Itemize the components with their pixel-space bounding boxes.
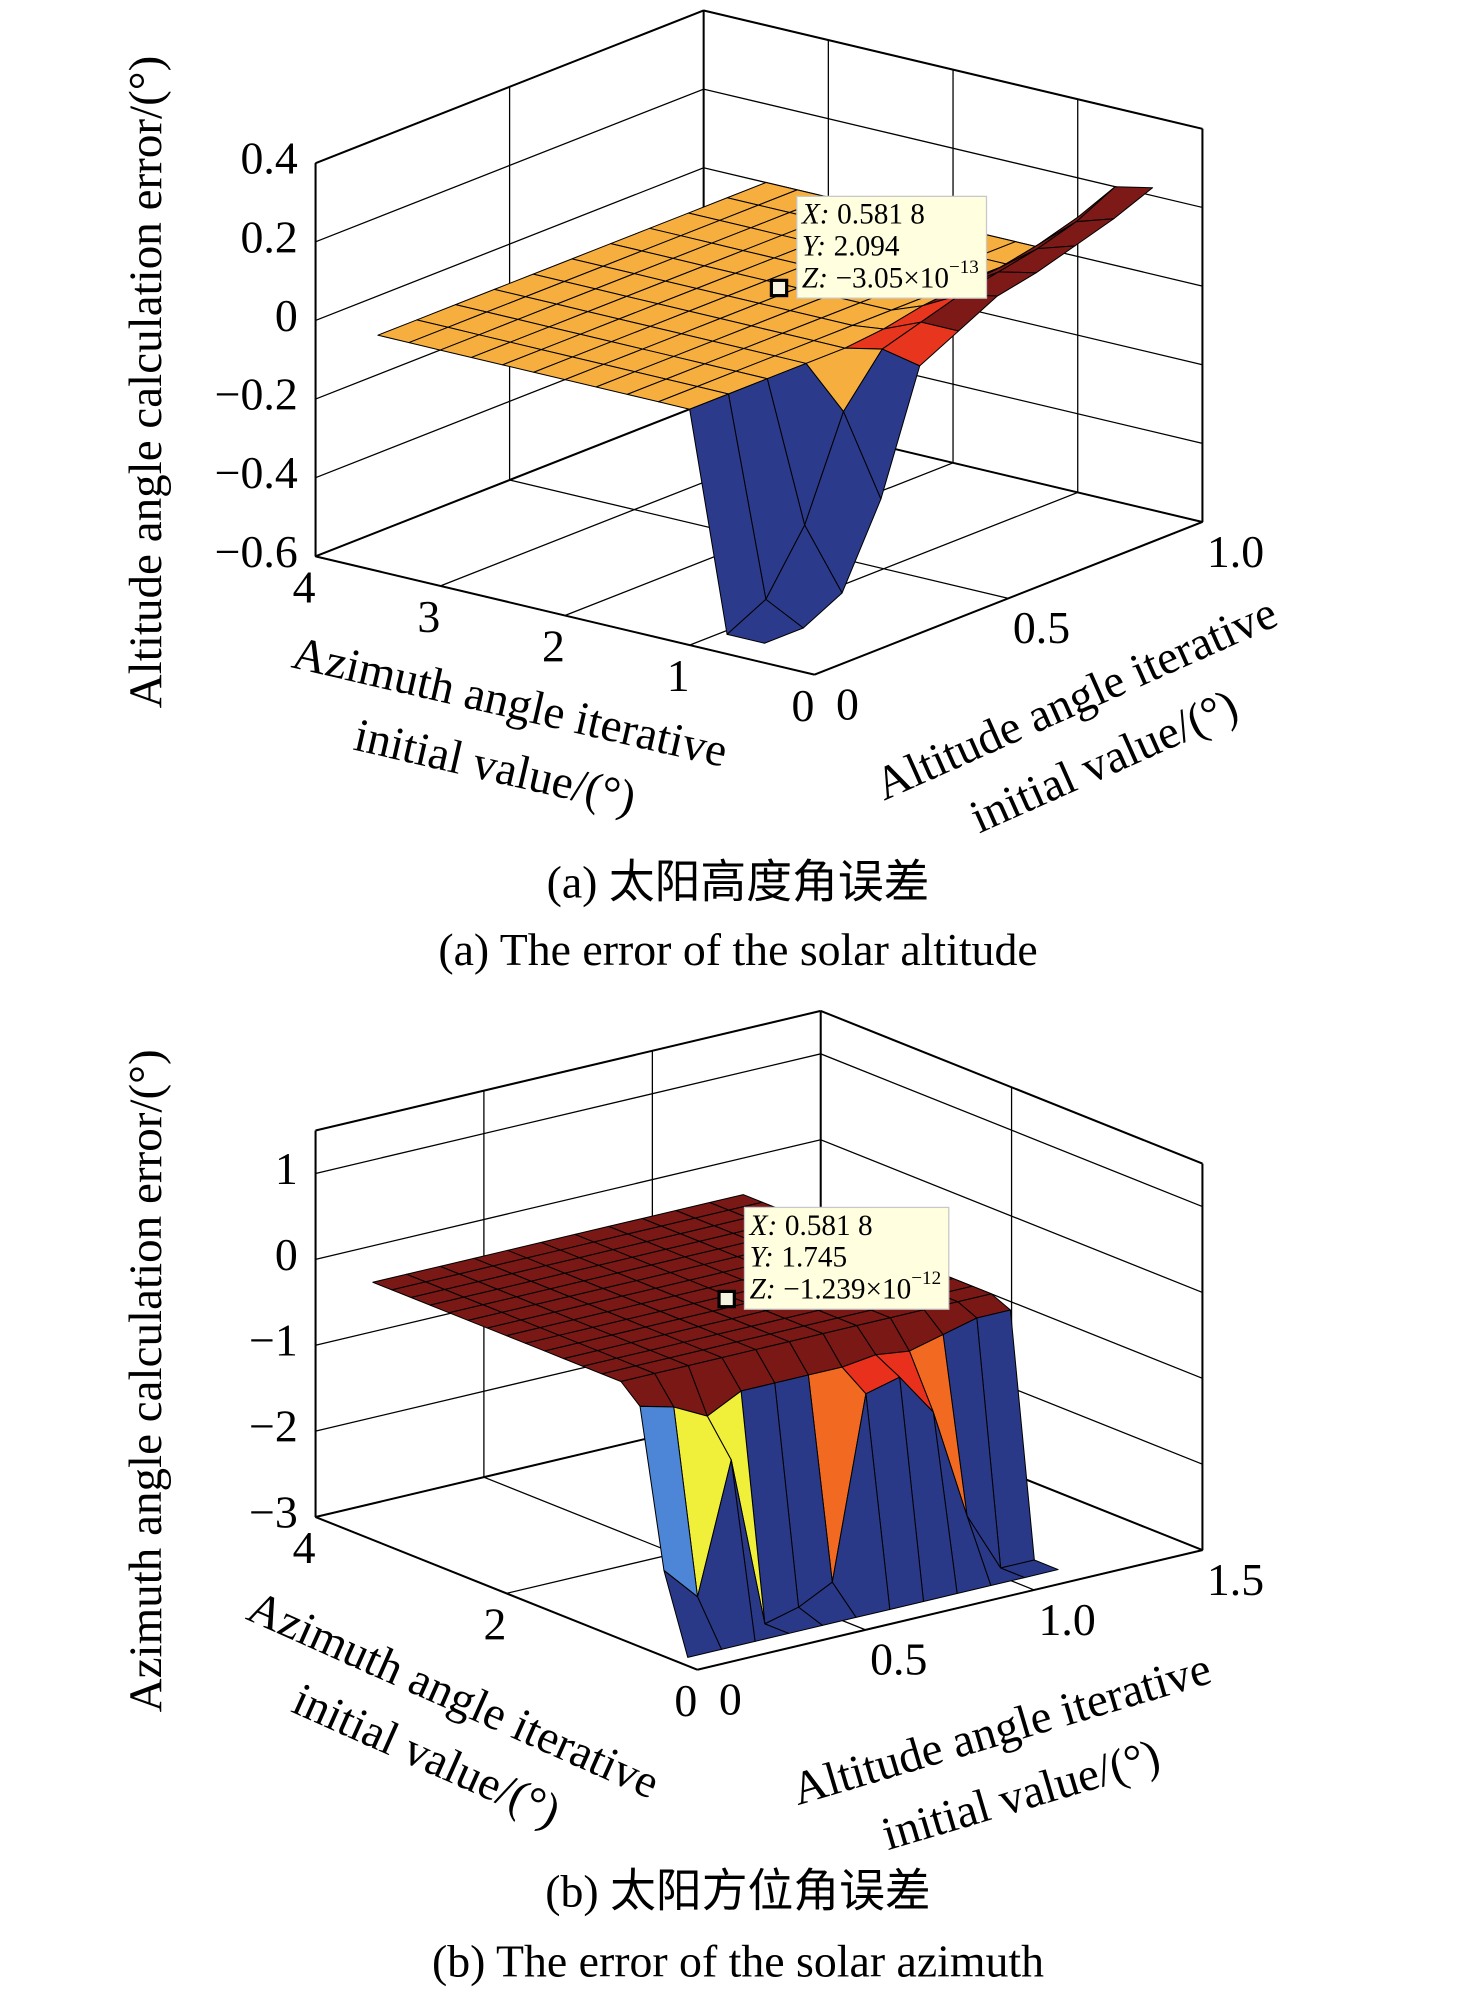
axis-box — [315, 555, 815, 676]
axis-box — [813, 521, 1203, 676]
x-tick-label: 1.0 — [1039, 1594, 1096, 1645]
grid-line — [315, 9, 1203, 164]
x-tick-label: 0.5 — [870, 1634, 927, 1685]
z-tick-label: 0.4 — [240, 133, 297, 184]
x-tick-label: 0.5 — [1013, 602, 1070, 653]
axis-box — [697, 1549, 1203, 1671]
y-tick-label: 3 — [417, 591, 440, 642]
z-tick-label: −0.6 — [215, 526, 298, 577]
x-tick-label: 1.5 — [1207, 1554, 1264, 1605]
y-tick-label: 0 — [674, 1675, 697, 1726]
x-tick-label: 0 — [836, 679, 859, 730]
datatip-line: Y: 1.745 — [750, 1241, 848, 1273]
caption-en: (a) The error of the solar altitude — [438, 924, 1037, 975]
z-axis-title: Altitude angle calculation error/(°) — [120, 56, 172, 709]
datatip-line: Z: −1.239×10−12 — [750, 1268, 942, 1305]
surface-face — [1075, 186, 1154, 223]
datatip-value: 1.745 — [781, 1241, 847, 1273]
datatip-marker — [717, 1289, 736, 1309]
datatip-box — [796, 195, 988, 299]
datatip-exponent: −13 — [949, 257, 979, 278]
chart: −3 −2 −1 0 1 0 2 4 0 0.5 1.0 1.5 Azimuth angle calcu… — [120, 1009, 1264, 1987]
z-tick-label: −0.2 — [215, 369, 298, 420]
axis-box — [315, 1009, 821, 1132]
caption-cn: (a) 太阳高度角误差 — [547, 857, 930, 908]
y-tick-label: 2 — [542, 621, 565, 672]
z-tick-label: −2 — [249, 1401, 298, 1452]
datatip-key: Z: — [750, 1273, 776, 1305]
y-tick-label: 0 — [791, 680, 814, 731]
axis-box — [820, 1009, 1203, 1165]
datatip-value: −3.05×10 — [836, 262, 949, 294]
axis-box — [315, 402, 705, 558]
datatip-value: 0.581 8 — [785, 1209, 873, 1241]
surface-face — [726, 598, 804, 644]
datatip-key: X: — [749, 1209, 778, 1241]
caption-en: (b) The error of the solar azimuth — [432, 1936, 1044, 1987]
datatip-marker — [769, 278, 789, 298]
datatip-exponent: −12 — [911, 1268, 941, 1289]
axis-box — [315, 9, 705, 165]
datatip-line: Y: 2.094 — [802, 230, 900, 262]
z-tick-label: 0.2 — [240, 211, 297, 262]
datatip-value: −1.239×10 — [783, 1273, 911, 1305]
axis-box — [703, 9, 1203, 130]
axis-box — [315, 1516, 698, 1671]
grid-line — [315, 1053, 1203, 1208]
datatip-box — [743, 1206, 950, 1310]
x-tick-label: 1.0 — [1207, 526, 1264, 577]
z-tick-label: −0.4 — [215, 447, 298, 498]
z-tick-label: −3 — [249, 1487, 298, 1538]
z-tick-label: 1 — [275, 1143, 298, 1194]
datatip-line: Z: −3.05×10−13 — [802, 257, 979, 294]
z-tick-label: −1 — [249, 1315, 298, 1366]
z-tick-label: 0 — [275, 290, 298, 341]
chart: −0.6 −0.4 −0.2 0 0.2 0.4 0 1 2 3 4 0 0.5 1.0 Altitude … — [120, 9, 1285, 975]
datatip-line: X: 0.581 8 — [801, 198, 925, 230]
z-axis-title: Azimuth angle calculation error/(°) — [120, 1049, 172, 1712]
surface-face — [663, 1569, 722, 1658]
datatip-key: Y: — [802, 230, 826, 262]
y-tick-label: 4 — [293, 1522, 316, 1573]
y-tick-label: 4 — [293, 561, 316, 612]
datatip-key: X: — [801, 198, 830, 230]
surface-face — [1037, 218, 1115, 250]
datatip-line: X: 0.581 8 — [749, 1209, 873, 1241]
datatip-value: 2.094 — [834, 230, 900, 262]
datatip-key: Z: — [802, 262, 828, 294]
caption-cn: (b) 太阳方位角误差 — [545, 1866, 930, 1917]
datatip-value: 0.581 8 — [837, 198, 925, 230]
z-tick-label: 0 — [275, 1229, 298, 1280]
y-tick-label: 1 — [667, 650, 690, 701]
datatip-key: Y: — [750, 1241, 774, 1273]
y-tick-label: 2 — [484, 1598, 507, 1649]
x-tick-label: 0 — [719, 1674, 742, 1725]
